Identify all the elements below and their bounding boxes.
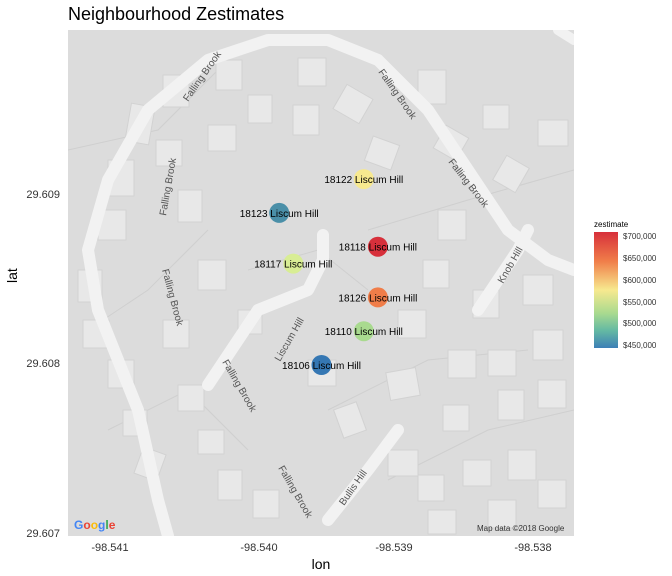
data-point-label: 18110 Liscum Hill (325, 327, 403, 338)
y-tick-label: 29.607 (26, 528, 60, 540)
data-point[interactable] (367, 287, 388, 308)
x-tick-label: -98.541 (91, 542, 129, 554)
map-panel[interactable]: Falling Brook Falling Brook Falling Broo… (67, 25, 580, 542)
legend-colorbar (594, 232, 618, 348)
y-tick-label: 29.609 (26, 189, 60, 201)
data-point-label: 18118 Liscum Hill (339, 243, 417, 254)
legend-tick: $600,000 (623, 276, 657, 285)
x-tick-label: -98.540 (240, 542, 278, 554)
data-point-label: 18122 Liscum Hill (324, 175, 403, 186)
legend-tick: $500,000 (623, 319, 657, 328)
y-axis-label: lat (4, 268, 20, 283)
legend: zestimate $700,000 $650,000 $600,000 $55… (594, 220, 656, 350)
data-point[interactable] (311, 355, 332, 375)
legend-tick: $450,000 (623, 341, 657, 350)
x-tick-label: -98.538 (514, 542, 552, 554)
data-point[interactable] (353, 321, 374, 342)
data-point-label: 18123 Liscum Hill (240, 209, 319, 220)
chart-title: Neighbourhood Zestimates (68, 4, 285, 24)
map-attribution: Map data ©2018 Google (477, 524, 565, 533)
data-point-label: 18117 Liscum Hill (254, 260, 332, 271)
data-point[interactable] (353, 169, 374, 190)
google-logo: Google (74, 518, 116, 532)
legend-title: zestimate (594, 220, 629, 229)
legend-tick: $550,000 (623, 298, 657, 307)
legend-tick: $700,000 (623, 232, 657, 241)
data-point[interactable] (283, 253, 304, 274)
x-tick-label: -98.539 (375, 542, 413, 554)
data-point[interactable] (269, 202, 290, 223)
data-points: 18122 Liscum Hill 18123 Liscum Hill 18118 … (240, 169, 417, 375)
legend-tick: $650,000 (623, 254, 657, 263)
map-svg: Falling Brook Falling Brook Falling Broo… (67, 25, 580, 542)
y-tick-label: 29.608 (26, 358, 60, 370)
data-point-label: 18126 Liscum Hill (338, 293, 417, 304)
x-axis-label: lon (311, 556, 331, 572)
data-point-label: 18106 Liscum Hill (282, 361, 361, 372)
data-point[interactable] (367, 236, 388, 257)
